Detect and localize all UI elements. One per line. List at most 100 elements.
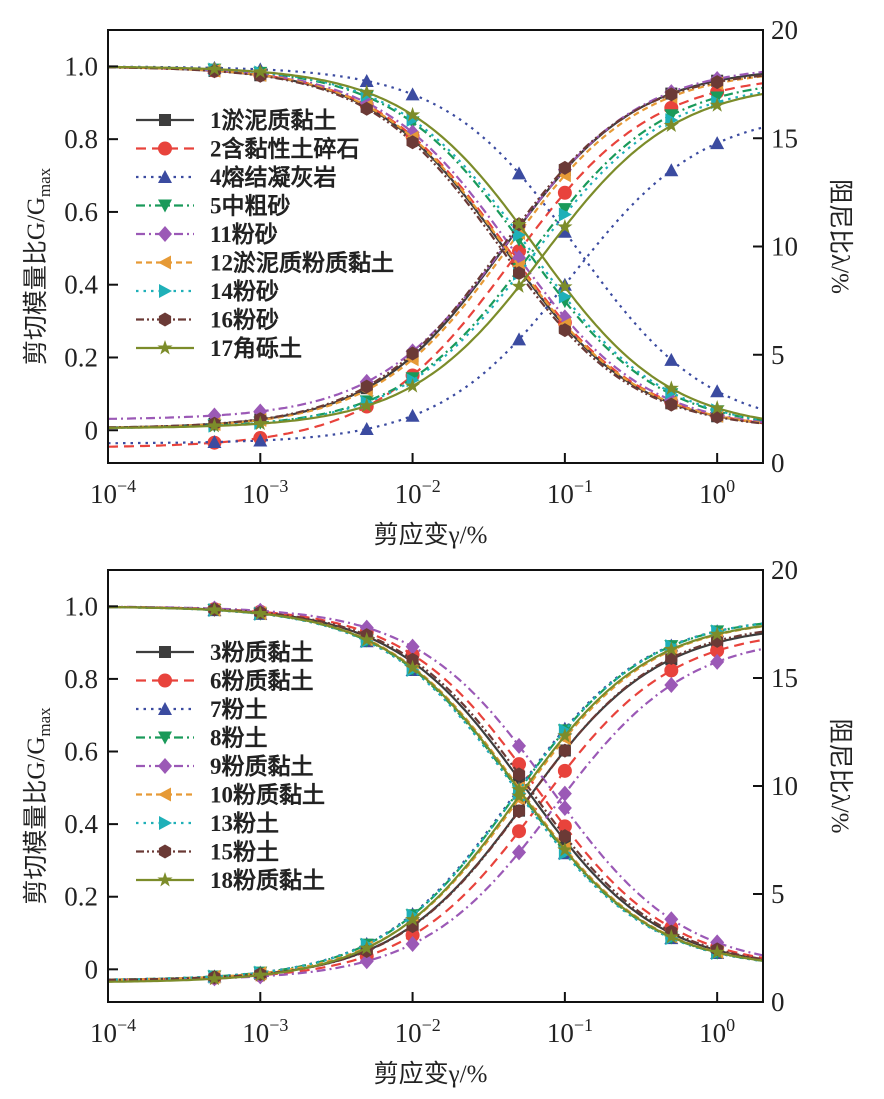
y-left-tick-label: 0.2 xyxy=(64,882,98,912)
plot-area xyxy=(108,60,763,450)
x-tick-label: 100 xyxy=(699,1015,735,1048)
data-point-g-ratio xyxy=(511,216,527,232)
data-point-g-ratio xyxy=(664,911,679,928)
legend-label: 15粉土 xyxy=(210,840,279,865)
data-point-g-ratio xyxy=(663,928,679,944)
legend-label: 18粉质黏土 xyxy=(210,868,325,893)
data-point-g-ratio xyxy=(710,384,725,398)
legend-label: 16粉砂 xyxy=(210,308,279,333)
data-point-damping xyxy=(360,379,373,394)
y-left-tick-label: 0.8 xyxy=(64,124,98,154)
legend-marker xyxy=(159,114,171,126)
series-line-damping xyxy=(108,638,763,982)
data-point-damping xyxy=(206,418,223,433)
series-line-g-ratio xyxy=(108,66,763,425)
series-line-damping xyxy=(108,86,763,429)
series-line-g-ratio xyxy=(108,66,763,424)
series-line-g-ratio xyxy=(108,65,763,422)
data-point-damping xyxy=(557,185,572,200)
y-right-tick-label: 10 xyxy=(771,771,798,801)
series-line-g-ratio xyxy=(108,65,763,420)
series-line-damping xyxy=(108,126,763,445)
data-point-g-ratio xyxy=(252,63,268,79)
data-point-damping xyxy=(709,626,725,641)
data-point-damping xyxy=(252,415,268,431)
data-point-g-ratio xyxy=(512,737,527,754)
data-point-damping xyxy=(557,203,572,217)
x-tick-label: 10−1 xyxy=(547,1015,593,1048)
series-line-g-ratio xyxy=(108,66,763,424)
y-left-tick-label: 0.4 xyxy=(64,270,98,300)
data-point-damping xyxy=(406,346,419,361)
data-point-g-ratio xyxy=(512,757,527,772)
series-line-damping xyxy=(108,82,763,448)
y-right-tick-label: 15 xyxy=(771,123,798,153)
data-point-damping xyxy=(664,663,679,678)
y-left-tick-label: 0.6 xyxy=(64,737,98,767)
y-left-tick-label: 1.0 xyxy=(64,51,98,81)
data-point-damping xyxy=(511,278,527,293)
y-right-tick-label: 15 xyxy=(771,663,798,693)
x-tick-label: 10−2 xyxy=(395,476,441,509)
data-point-g-ratio xyxy=(557,278,573,294)
data-point-damping xyxy=(512,844,527,861)
data-point-damping xyxy=(711,75,724,90)
series-line-g-ratio xyxy=(108,66,763,425)
data-point-damping xyxy=(513,804,526,819)
data-point-g-ratio xyxy=(558,289,572,304)
x-tick-label: 10−1 xyxy=(547,476,593,509)
data-point-g-ratio xyxy=(360,101,373,116)
legend-marker xyxy=(158,702,172,715)
data-point-damping xyxy=(558,743,571,758)
legend-label: 6粉质黏土 xyxy=(210,669,314,694)
data-point-g-ratio xyxy=(709,944,725,959)
legend-marker xyxy=(158,787,171,802)
data-point-g-ratio xyxy=(206,602,223,617)
y-right-tick-label: 10 xyxy=(771,232,798,262)
y-right-tick-label: 0 xyxy=(771,448,785,478)
plot-frame xyxy=(107,569,764,1003)
x-tick-label: 10−4 xyxy=(90,476,136,509)
data-point-damping xyxy=(663,117,679,132)
legend-marker xyxy=(159,646,171,658)
y-right-tick-label: 0 xyxy=(771,987,785,1017)
data-point-g-ratio xyxy=(558,323,571,338)
legend-marker xyxy=(158,199,172,213)
data-point-g-ratio xyxy=(513,266,526,281)
data-point-damping xyxy=(709,97,725,112)
legend-label: 8粉土 xyxy=(210,726,268,751)
data-point-g-ratio xyxy=(557,841,573,857)
x-tick-label: 10−4 xyxy=(90,1015,136,1048)
data-point-g-ratio xyxy=(405,659,421,675)
legend-marker xyxy=(158,312,172,327)
data-point-g-ratio xyxy=(663,380,679,395)
legend-label: 11粉砂 xyxy=(210,222,278,247)
legend-label: 3粉质黏土 xyxy=(210,640,314,665)
legend-marker xyxy=(157,340,173,355)
data-point-g-ratio xyxy=(406,652,419,667)
legend-label: 14粉砂 xyxy=(210,279,279,304)
legend-label: 17角砾土 xyxy=(210,335,302,361)
data-point-damping xyxy=(405,928,420,943)
legend-marker xyxy=(158,226,172,242)
y-right-tick-label: 5 xyxy=(771,879,785,909)
data-point-g-ratio xyxy=(359,84,375,99)
data-point-g-ratio xyxy=(359,631,375,647)
legend-label: 1淤泥质黏土 xyxy=(210,107,337,133)
series-line-g-ratio xyxy=(108,66,763,424)
data-point-g-ratio xyxy=(513,767,526,782)
data-point-g-ratio xyxy=(406,135,419,150)
y-right-tick-label: 20 xyxy=(771,15,798,45)
y-right-axis-title: 阻尼比λ/% xyxy=(826,719,854,834)
legend-marker xyxy=(158,673,172,688)
legend-label: 4熔结凝灰岩 xyxy=(210,164,337,190)
x-axis-title: 剪应变γ/% xyxy=(374,1060,488,1088)
data-point-g-ratio xyxy=(665,397,678,412)
y-left-tick-label: 0.2 xyxy=(64,342,98,372)
data-point-damping xyxy=(558,207,572,222)
data-point-damping xyxy=(663,641,679,656)
data-point-g-ratio xyxy=(557,224,572,238)
data-point-g-ratio xyxy=(206,61,223,76)
data-point-damping xyxy=(512,824,527,839)
data-point-g-ratio xyxy=(711,409,724,424)
